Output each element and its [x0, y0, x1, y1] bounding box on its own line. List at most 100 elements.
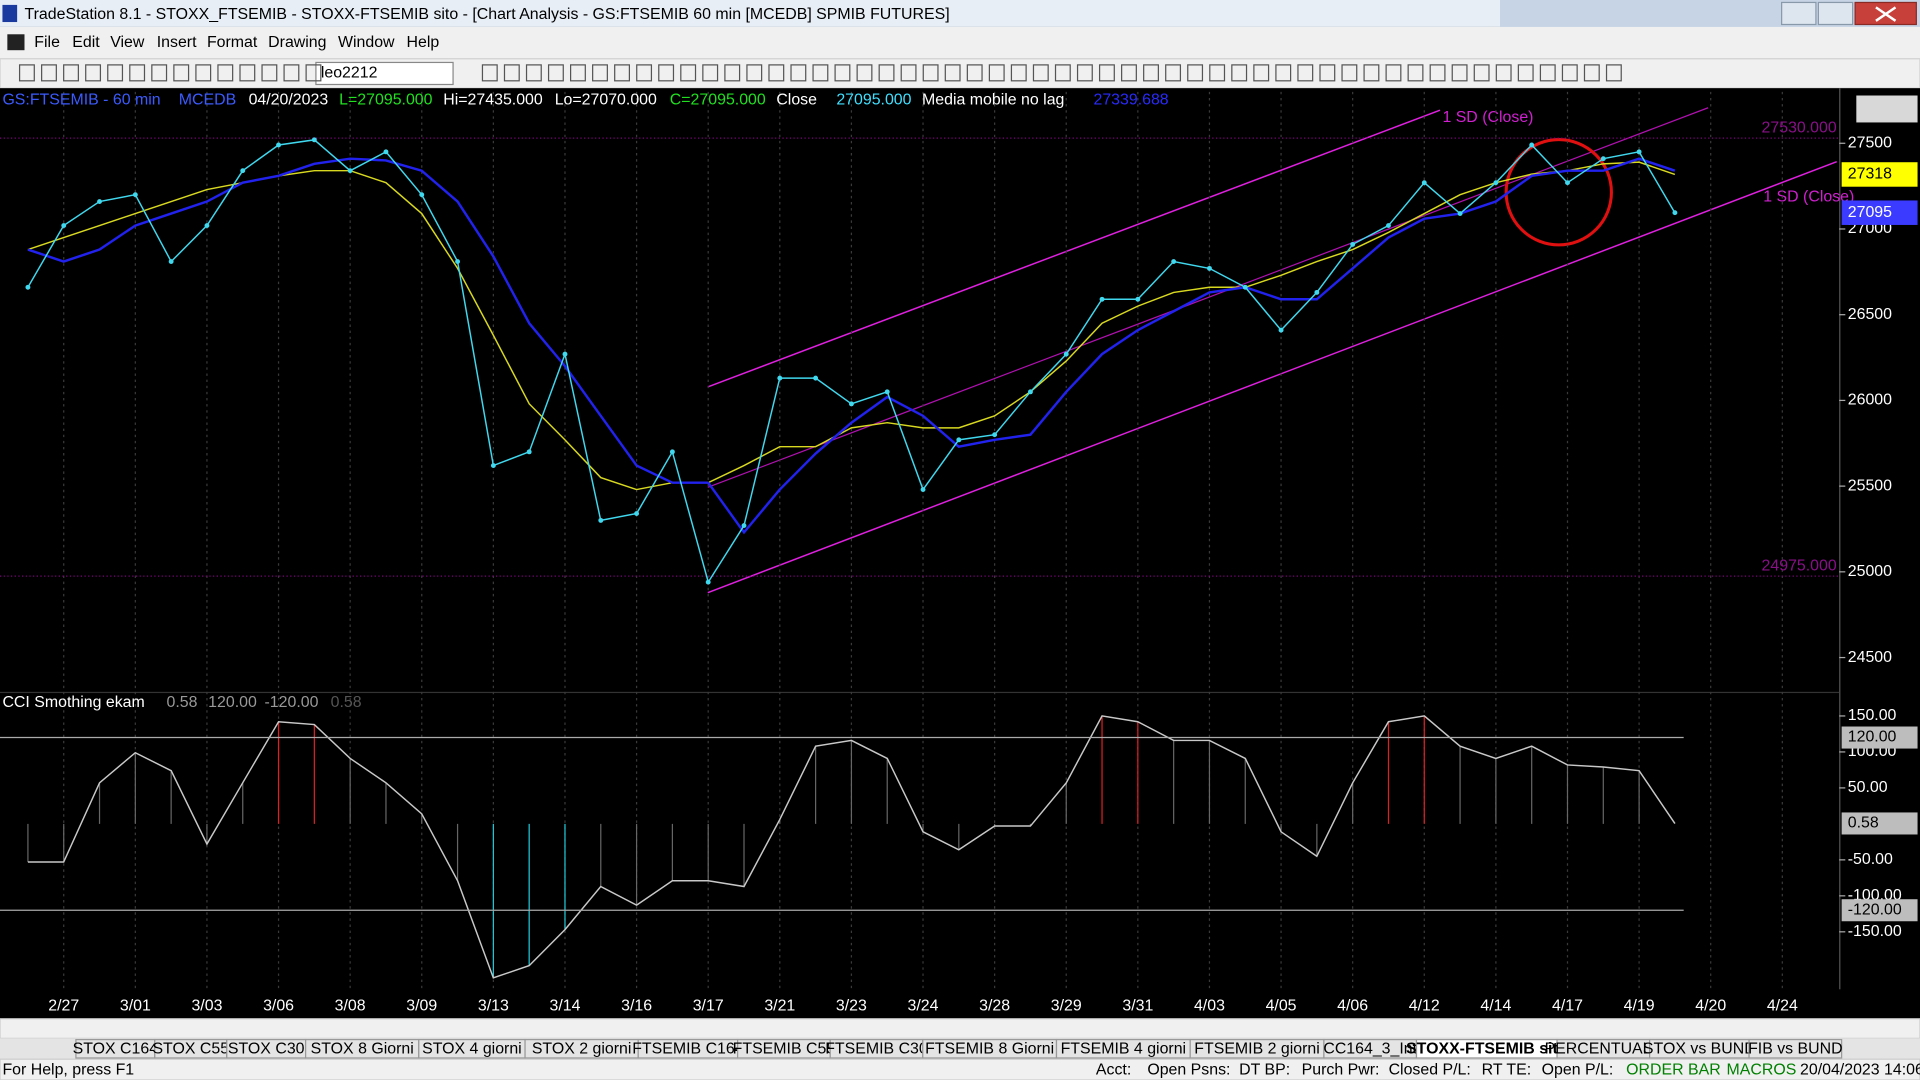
toolbar-icon[interactable] [1341, 64, 1358, 82]
toolbar-icon[interactable] [1275, 64, 1292, 82]
menu-item[interactable]: Format [207, 34, 258, 51]
toolbar-icon[interactable] [570, 64, 586, 82]
toolbar-icon[interactable] [1010, 64, 1027, 82]
toolbar-icon[interactable] [1297, 64, 1314, 82]
toolbar-icon[interactable] [217, 64, 234, 82]
toolbar-icon[interactable] [724, 64, 741, 82]
value-box [1841, 162, 1918, 187]
toolbar-icon[interactable] [1319, 64, 1336, 82]
toolbar-icon[interactable] [812, 64, 829, 82]
toolbar-icon[interactable] [900, 64, 917, 82]
toolbar-icon[interactable] [18, 64, 35, 82]
toolbar-icon[interactable] [195, 64, 212, 82]
toolbar-icon[interactable] [988, 64, 1005, 82]
toolbar-icon[interactable] [768, 64, 785, 82]
toolbar-icon[interactable] [944, 64, 961, 82]
status-text: MACROS [1727, 1061, 1797, 1078]
toolbar-icon[interactable] [1407, 64, 1424, 82]
scrollbar[interactable] [0, 1018, 1920, 1039]
y-tick-label: 24500 [1848, 649, 1892, 666]
toolbar-icon[interactable] [966, 64, 983, 82]
toolbar-icon[interactable] [1098, 64, 1115, 82]
price-point [1063, 351, 1069, 357]
toolbar-icon[interactable] [680, 64, 697, 82]
toolbar-icon[interactable] [525, 64, 542, 82]
toolbar-icon[interactable] [702, 64, 719, 82]
menu-item[interactable]: Insert [157, 34, 197, 51]
toolbar-icon[interactable] [1165, 64, 1182, 82]
price-point [455, 259, 461, 264]
price-point [1636, 149, 1642, 155]
toolbar-icon[interactable] [1583, 64, 1600, 82]
minimize-button[interactable] [1781, 1, 1817, 26]
price-point [1529, 142, 1535, 148]
tab[interactable] [1748, 1038, 1843, 1059]
x-tick-label: 4/14 [1480, 998, 1511, 1015]
toolbar-icon[interactable] [1054, 64, 1071, 82]
maximize-button[interactable] [1817, 1, 1854, 26]
moving-average [27, 157, 1676, 535]
toolbar-icon[interactable] [1363, 64, 1380, 82]
toolbar-icon[interactable] [283, 64, 300, 82]
toolbar-icon[interactable] [1385, 64, 1402, 82]
menu-item[interactable]: File [34, 34, 60, 51]
toolbar-icon[interactable] [1429, 64, 1446, 82]
toolbar-icon[interactable] [636, 64, 653, 82]
toolbar-icon[interactable] [547, 64, 564, 82]
toolbar-icon[interactable] [107, 64, 124, 82]
price-point [1242, 284, 1248, 290]
y-tick-label: -150.00 [1848, 923, 1902, 940]
price-point [1386, 223, 1391, 228]
toolbar-icon[interactable] [592, 64, 608, 82]
toolbar-icon[interactable] [922, 64, 939, 82]
toolbar-icon[interactable] [1076, 64, 1093, 82]
price-point [777, 375, 783, 381]
toolbar-icon[interactable] [305, 64, 322, 82]
toolbar-icon[interactable] [503, 64, 520, 82]
menu-item[interactable]: Drawing [268, 34, 326, 51]
menu-item[interactable]: View [110, 34, 145, 51]
toolbar-icon[interactable] [63, 64, 79, 82]
toolbar-icon[interactable] [129, 64, 146, 82]
toolbar-icon[interactable] [1539, 64, 1556, 82]
toolbar-icon[interactable] [1517, 64, 1534, 82]
menu-item[interactable]: Window [338, 34, 395, 51]
toolbar-icon[interactable] [481, 64, 498, 82]
toolbar-icon[interactable] [1143, 64, 1159, 82]
toolbar-icon[interactable] [1561, 64, 1578, 82]
symbol-input[interactable] [315, 61, 454, 86]
toolbar-icon[interactable] [1121, 64, 1137, 82]
toolbar-icon[interactable] [746, 64, 763, 82]
toolbar-icon[interactable] [151, 64, 168, 82]
toolbar-icon[interactable] [1451, 64, 1468, 82]
menu-item[interactable]: Help [407, 34, 440, 51]
toolbar-icon[interactable] [1231, 64, 1248, 82]
chart-window-buttons [1856, 95, 1918, 123]
toolbar-icon[interactable] [790, 64, 807, 82]
toolbar-icon[interactable] [658, 64, 675, 82]
status-text: RT TE: [1482, 1061, 1532, 1078]
toolbar-icon[interactable] [856, 64, 873, 82]
tab-label: CC164_3_Int [1323, 1041, 1417, 1058]
menu-item[interactable]: Edit [72, 34, 100, 51]
toolbar-icon[interactable] [614, 64, 630, 82]
price-point [1493, 180, 1499, 186]
toolbar-icon[interactable] [1209, 64, 1226, 82]
toolbar-icon[interactable] [239, 64, 256, 82]
toolbar-icon[interactable] [173, 64, 190, 82]
toolbar-icon[interactable] [878, 64, 895, 82]
toolbar-icon[interactable] [1495, 64, 1512, 82]
toolbar-icon[interactable] [261, 64, 278, 82]
toolbar-icon[interactable] [834, 64, 851, 82]
price-point [1207, 265, 1212, 271]
toolbar-icon[interactable] [85, 64, 102, 82]
toolbar-icon[interactable] [1032, 64, 1049, 82]
toolbar-icon[interactable] [1473, 64, 1490, 82]
price-point [1565, 180, 1570, 186]
toolbar-icon[interactable] [1253, 64, 1270, 82]
toolbar-icon[interactable] [1605, 64, 1622, 82]
toolbar-icon[interactable] [41, 64, 57, 82]
tab-label: STOXX-FTSEMIB sito [1406, 1041, 1568, 1058]
price-point [419, 192, 425, 198]
toolbar-icon[interactable] [1187, 64, 1204, 82]
